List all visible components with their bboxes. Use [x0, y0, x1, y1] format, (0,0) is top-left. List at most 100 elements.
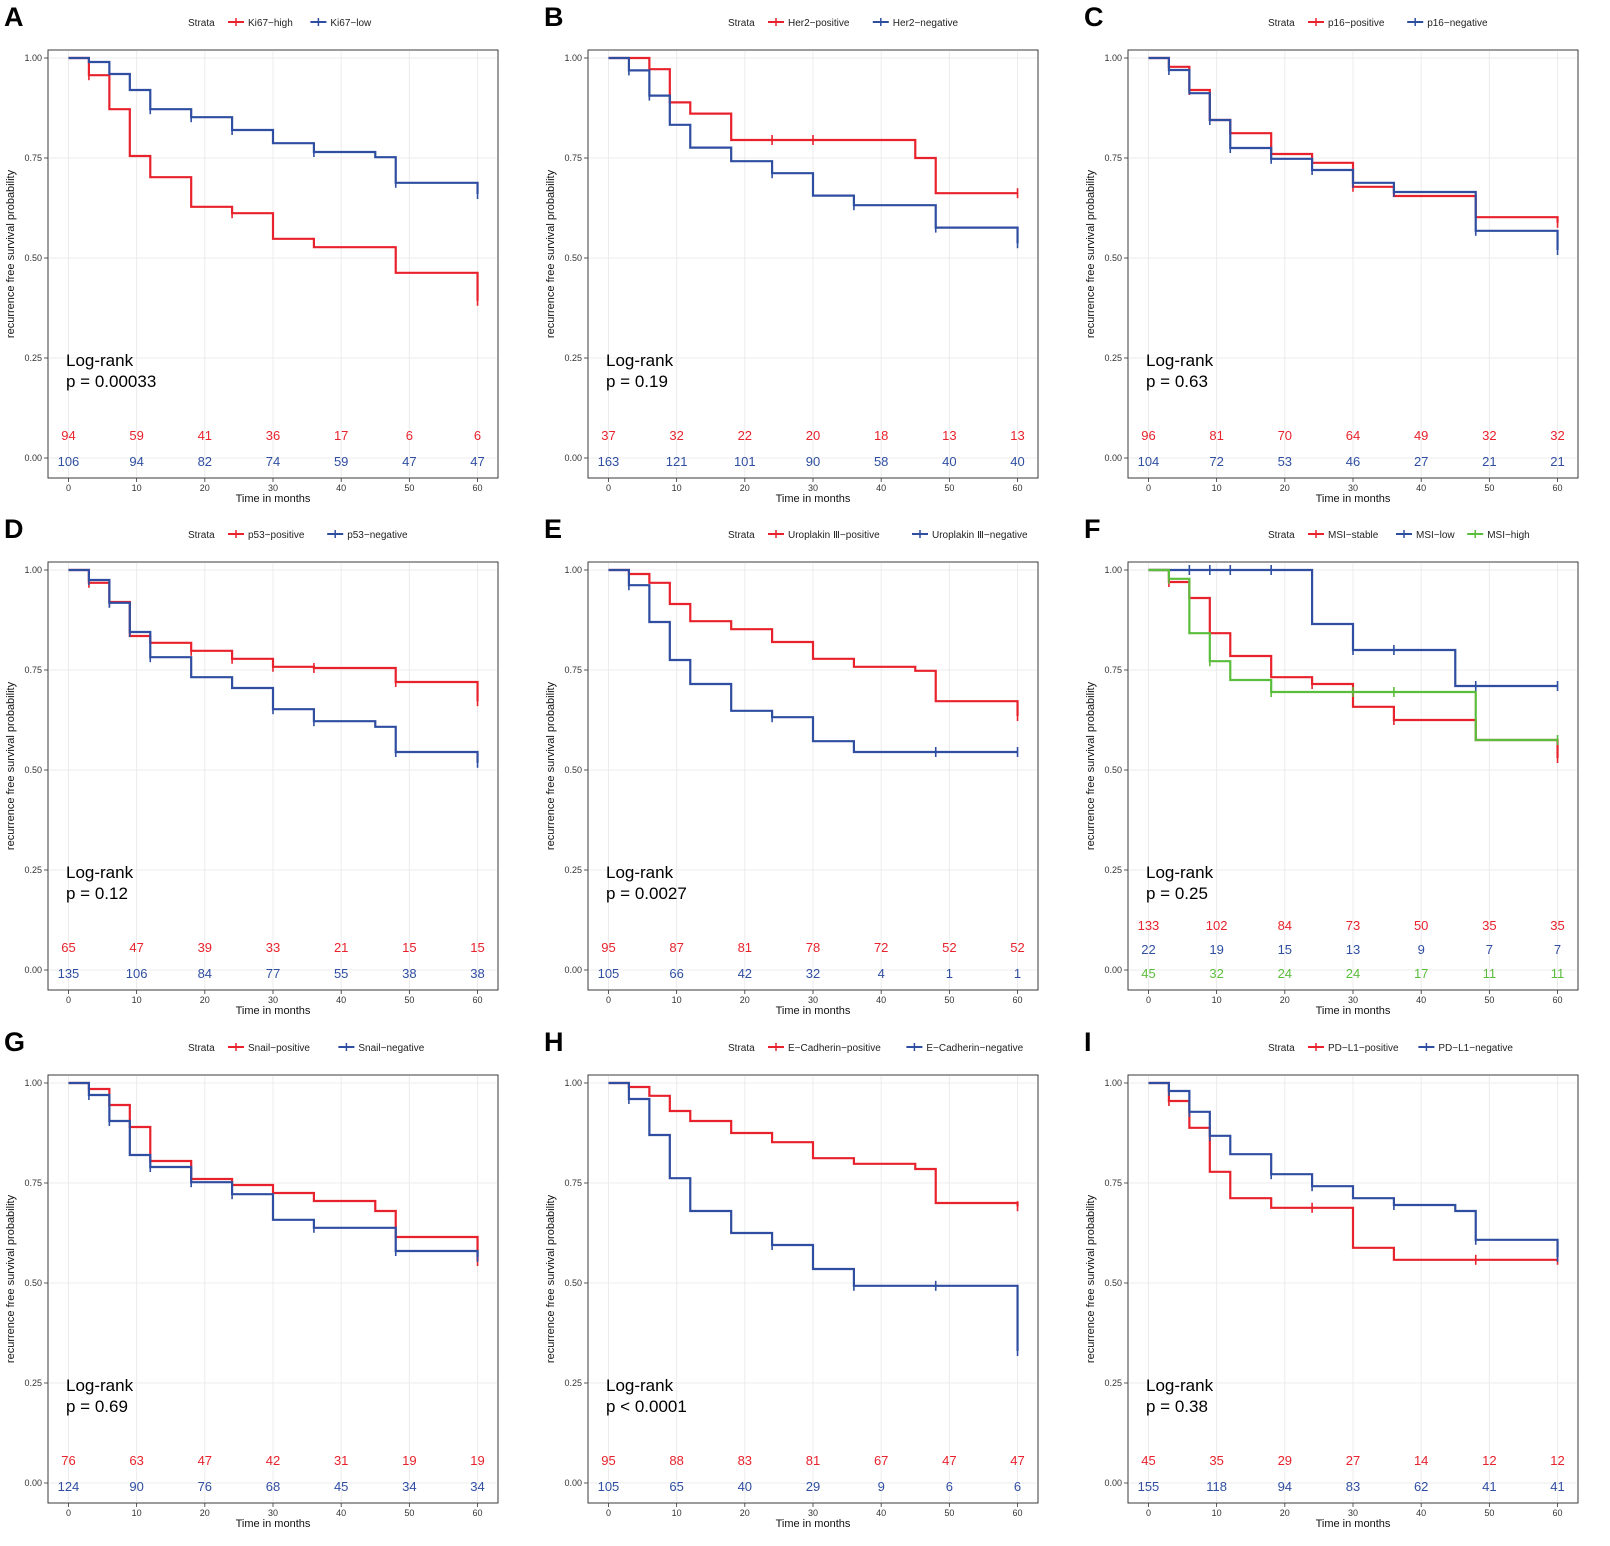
risk-count: 21	[1550, 454, 1564, 469]
risk-count: 74	[266, 454, 280, 469]
risk-count: 64	[1346, 428, 1360, 443]
risk-count: 94	[1278, 1479, 1292, 1494]
panel-a: A Strata Ki67−high Ki67−low 0 10 20 30 40 50 60 0.0…	[4, 2, 499, 505]
x-axis-title: Time in months	[236, 1518, 311, 1530]
y-axis-title: recurrence free survival probability	[1085, 1194, 1097, 1363]
risk-count: 42	[266, 1453, 280, 1468]
risk-count: 55	[334, 966, 348, 981]
y-tick-label: 0.50	[24, 253, 42, 263]
logrank-label: Log-rank	[1146, 1376, 1214, 1395]
logrank-label: Log-rank	[606, 351, 674, 370]
km-curve-red	[1148, 1081, 1558, 1261]
y-tick-label: 0.25	[564, 865, 582, 875]
risk-count: 106	[126, 966, 148, 981]
legend-label: Her2−negative	[893, 18, 959, 29]
legend-label: Ki67−low	[330, 18, 372, 29]
legend-label: E−Cadherin−negative	[926, 1043, 1023, 1054]
x-tick-label: 20	[1280, 995, 1290, 1005]
x-tick-label: 0	[606, 483, 611, 493]
p-value: p = 0.69	[66, 1397, 128, 1416]
y-tick-label: 1.00	[24, 53, 42, 63]
y-tick-label: 1.00	[24, 1078, 42, 1088]
risk-count: 13	[1010, 428, 1024, 443]
km-curve-blue	[68, 568, 479, 763]
legend-title: Strata	[728, 18, 755, 29]
risk-count: 27	[1346, 1453, 1360, 1468]
risk-count: 95	[601, 1453, 615, 1468]
legend-label: Her2−positive	[788, 18, 850, 29]
x-tick-label: 20	[740, 1508, 750, 1518]
legend-title: Strata	[1268, 530, 1295, 541]
risk-count: 118	[1206, 1479, 1227, 1494]
risk-count: 9	[878, 1479, 885, 1494]
legend-label: Uroplakin Ⅲ−negative	[932, 530, 1028, 541]
x-axis-title: Time in months	[776, 493, 851, 505]
plot-border	[47, 561, 499, 991]
y-tick-label: 0.50	[1104, 1278, 1122, 1288]
x-tick-label: 10	[132, 1508, 142, 1518]
y-tick-label: 0.50	[1104, 253, 1122, 263]
x-tick-label: 0	[606, 995, 611, 1005]
legend: Strata PD−L1−positive PD−L1−negative	[1268, 1043, 1513, 1054]
risk-count: 11	[1551, 966, 1565, 981]
x-tick-label: 10	[132, 995, 142, 1005]
y-tick-label: 0.25	[24, 1378, 42, 1388]
risk-count: 72	[874, 940, 888, 955]
panel-letter: H	[544, 1027, 564, 1057]
risk-count: 37	[601, 428, 615, 443]
risk-count: 17	[1414, 966, 1428, 981]
p-value: p = 0.0027	[606, 884, 687, 903]
logrank-label: Log-rank	[66, 351, 134, 370]
risk-count: 27	[1414, 454, 1428, 469]
risk-count: 15	[402, 940, 416, 955]
x-tick-label: 10	[672, 995, 682, 1005]
plot-border	[1127, 49, 1579, 479]
x-tick-label: 50	[404, 483, 414, 493]
x-tick-label: 40	[876, 483, 886, 493]
x-tick-label: 50	[944, 1508, 954, 1518]
logrank-label: Log-rank	[66, 863, 134, 882]
risk-count: 65	[61, 940, 75, 955]
x-tick-label: 60	[473, 1508, 483, 1518]
panel-i: I Strata PD−L1−positive PD−L1−negative 0 10 20…	[1084, 1027, 1579, 1530]
risk-count: 90	[129, 1479, 143, 1494]
risk-count: 6	[474, 428, 481, 443]
km-curve-blue	[1148, 1081, 1559, 1257]
y-tick-label: 0.00	[564, 1478, 582, 1488]
km-curve-blue	[1148, 568, 1558, 688]
risk-count: 47	[129, 940, 143, 955]
risk-count: 95	[601, 940, 615, 955]
y-tick-label: 0.00	[1104, 965, 1122, 975]
legend: Strata Uroplakin Ⅲ−positive Uroplakin Ⅲ−ne…	[728, 530, 1028, 541]
x-tick-label: 20	[200, 1508, 210, 1518]
logrank-label: Log-rank	[1146, 351, 1214, 370]
plot-border	[47, 49, 499, 479]
panel-letter: I	[1084, 1027, 1092, 1057]
y-tick-label: 0.75	[564, 665, 582, 675]
p-value: p = 0.12	[66, 884, 128, 903]
x-tick-label: 40	[1416, 995, 1426, 1005]
risk-count: 42	[738, 966, 752, 981]
y-tick-label: 0.75	[24, 153, 42, 163]
risk-count: 68	[266, 1479, 280, 1494]
y-axis-title: recurrence free survival probability	[545, 1194, 557, 1363]
x-tick-label: 40	[1416, 1508, 1426, 1518]
x-tick-label: 60	[1013, 1508, 1023, 1518]
legend: Strata Snail−positive Snail−negative	[188, 1043, 425, 1054]
y-tick-label: 0.75	[1104, 1178, 1122, 1188]
legend-label: p53−positive	[248, 530, 305, 541]
x-tick-label: 30	[808, 1508, 818, 1518]
x-tick-label: 20	[200, 995, 210, 1005]
x-tick-label: 30	[268, 483, 278, 493]
risk-count: 67	[874, 1453, 888, 1468]
y-tick-label: 0.50	[564, 765, 582, 775]
x-tick-label: 40	[876, 995, 886, 1005]
y-tick-label: 0.25	[24, 865, 42, 875]
legend-label: Ki67−high	[248, 18, 293, 29]
risk-count: 163	[598, 454, 620, 469]
risk-count: 94	[129, 454, 143, 469]
risk-count: 106	[58, 454, 80, 469]
legend-label: PD−L1−negative	[1438, 1043, 1513, 1054]
legend: Strata p16−positive p16−negative	[1268, 18, 1488, 29]
y-tick-label: 0.50	[24, 1278, 42, 1288]
